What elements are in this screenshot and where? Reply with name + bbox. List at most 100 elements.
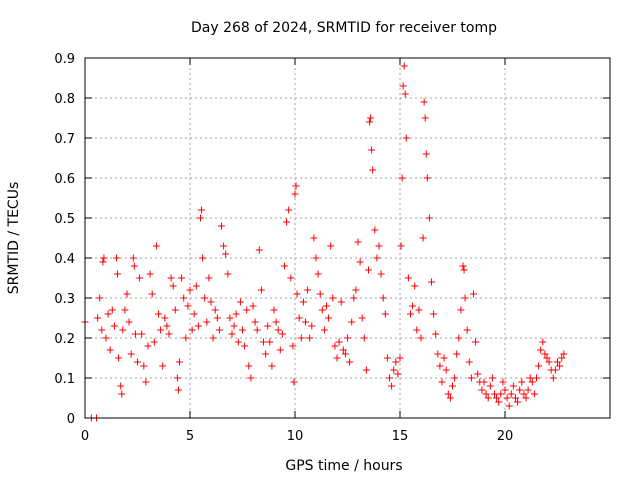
data-point: [100, 254, 108, 262]
data-point: [480, 378, 488, 386]
data-point: [507, 390, 515, 398]
data-point: [207, 298, 215, 306]
data-point: [257, 286, 265, 294]
y-tick-label: 0.6: [54, 172, 75, 187]
y-tick-label: 0.3: [54, 292, 75, 307]
data-point: [308, 322, 316, 330]
data-point: [119, 326, 127, 334]
data-point: [94, 314, 102, 322]
data-point: [537, 346, 545, 354]
data-point: [194, 322, 202, 330]
data-point: [545, 358, 553, 366]
data-point: [401, 90, 409, 98]
y-axis-label: SRMTID / TECUs: [6, 182, 22, 295]
data-point: [243, 306, 251, 314]
data-point: [125, 318, 133, 326]
x-tick-labels: 0 5 10 15 20: [81, 429, 513, 444]
data-point: [106, 346, 114, 354]
y-tick-label: 0.7: [54, 132, 75, 147]
data-point: [155, 310, 162, 318]
data-point: [556, 362, 564, 370]
data-point: [478, 386, 486, 394]
data-point: [169, 282, 177, 290]
data-point: [96, 294, 104, 302]
y-tick-label: 0.5: [54, 212, 75, 227]
data-point: [379, 294, 387, 302]
data-point: [121, 306, 129, 314]
data-point: [226, 314, 234, 322]
data-point: [228, 330, 236, 338]
data-point: [173, 374, 181, 382]
data-point: [209, 334, 217, 342]
data-point: [272, 318, 280, 326]
data-point: [136, 274, 144, 282]
data-point: [186, 286, 194, 294]
data-point: [396, 354, 404, 362]
data-point: [539, 338, 547, 346]
data-point: [383, 354, 391, 362]
data-point: [337, 298, 345, 306]
data-point: [457, 306, 465, 314]
data-point: [134, 358, 141, 366]
data-point: [392, 358, 400, 366]
data-point: [188, 326, 196, 334]
data-point: [430, 310, 438, 318]
data-point: [150, 338, 158, 346]
data-point: [192, 282, 200, 290]
data-point: [442, 366, 450, 374]
data-point: [253, 326, 261, 334]
data-point: [274, 326, 282, 334]
data-point: [470, 290, 477, 298]
data-point: [123, 290, 131, 298]
data-point: [428, 278, 435, 286]
chart-title: Day 268 of 2024, SRMTID for receiver tom…: [191, 20, 497, 36]
data-point: [333, 354, 341, 362]
data-point: [339, 346, 347, 354]
data-point: [371, 226, 379, 234]
data-point: [114, 270, 122, 278]
data-point: [474, 370, 482, 378]
data-point: [451, 374, 459, 382]
data-point: [354, 238, 362, 246]
plot-frame: [84, 57, 611, 419]
data-point: [118, 390, 126, 398]
data-point: [205, 274, 213, 282]
data-point: [249, 302, 257, 310]
data-point: [346, 358, 354, 366]
x-axis-label: GPS time / hours: [285, 458, 402, 474]
data-point: [375, 242, 383, 250]
axis-ticks: [84, 57, 610, 419]
data-point: [348, 318, 356, 326]
data-point: [182, 334, 190, 342]
data-point: [366, 118, 374, 126]
data-point: [530, 390, 538, 398]
data-point: [293, 290, 301, 298]
data-point: [232, 310, 240, 318]
data-point: [316, 290, 324, 298]
data-point: [163, 322, 171, 330]
data-point: [146, 270, 154, 278]
data-point: [127, 350, 135, 358]
data-point: [215, 326, 223, 334]
data-point: [415, 306, 423, 314]
data-point: [350, 294, 358, 302]
data-point: [98, 326, 106, 334]
data-point: [152, 242, 160, 250]
data-point: [323, 302, 330, 310]
data-point: [335, 338, 343, 346]
x-tick-label: 15: [392, 429, 409, 444]
y-tick-label: 0: [67, 412, 75, 427]
data-point: [174, 386, 182, 394]
data-point: [398, 174, 406, 182]
data-point: [236, 298, 244, 306]
data-point: [260, 338, 267, 346]
data-point: [218, 222, 225, 230]
data-point: [413, 326, 421, 334]
data-point: [262, 350, 270, 358]
data-point: [197, 214, 204, 222]
data-point: [130, 262, 138, 270]
data-point: [543, 354, 551, 362]
data-point: [304, 286, 312, 294]
data-point: [533, 374, 540, 382]
data-point: [360, 334, 368, 342]
